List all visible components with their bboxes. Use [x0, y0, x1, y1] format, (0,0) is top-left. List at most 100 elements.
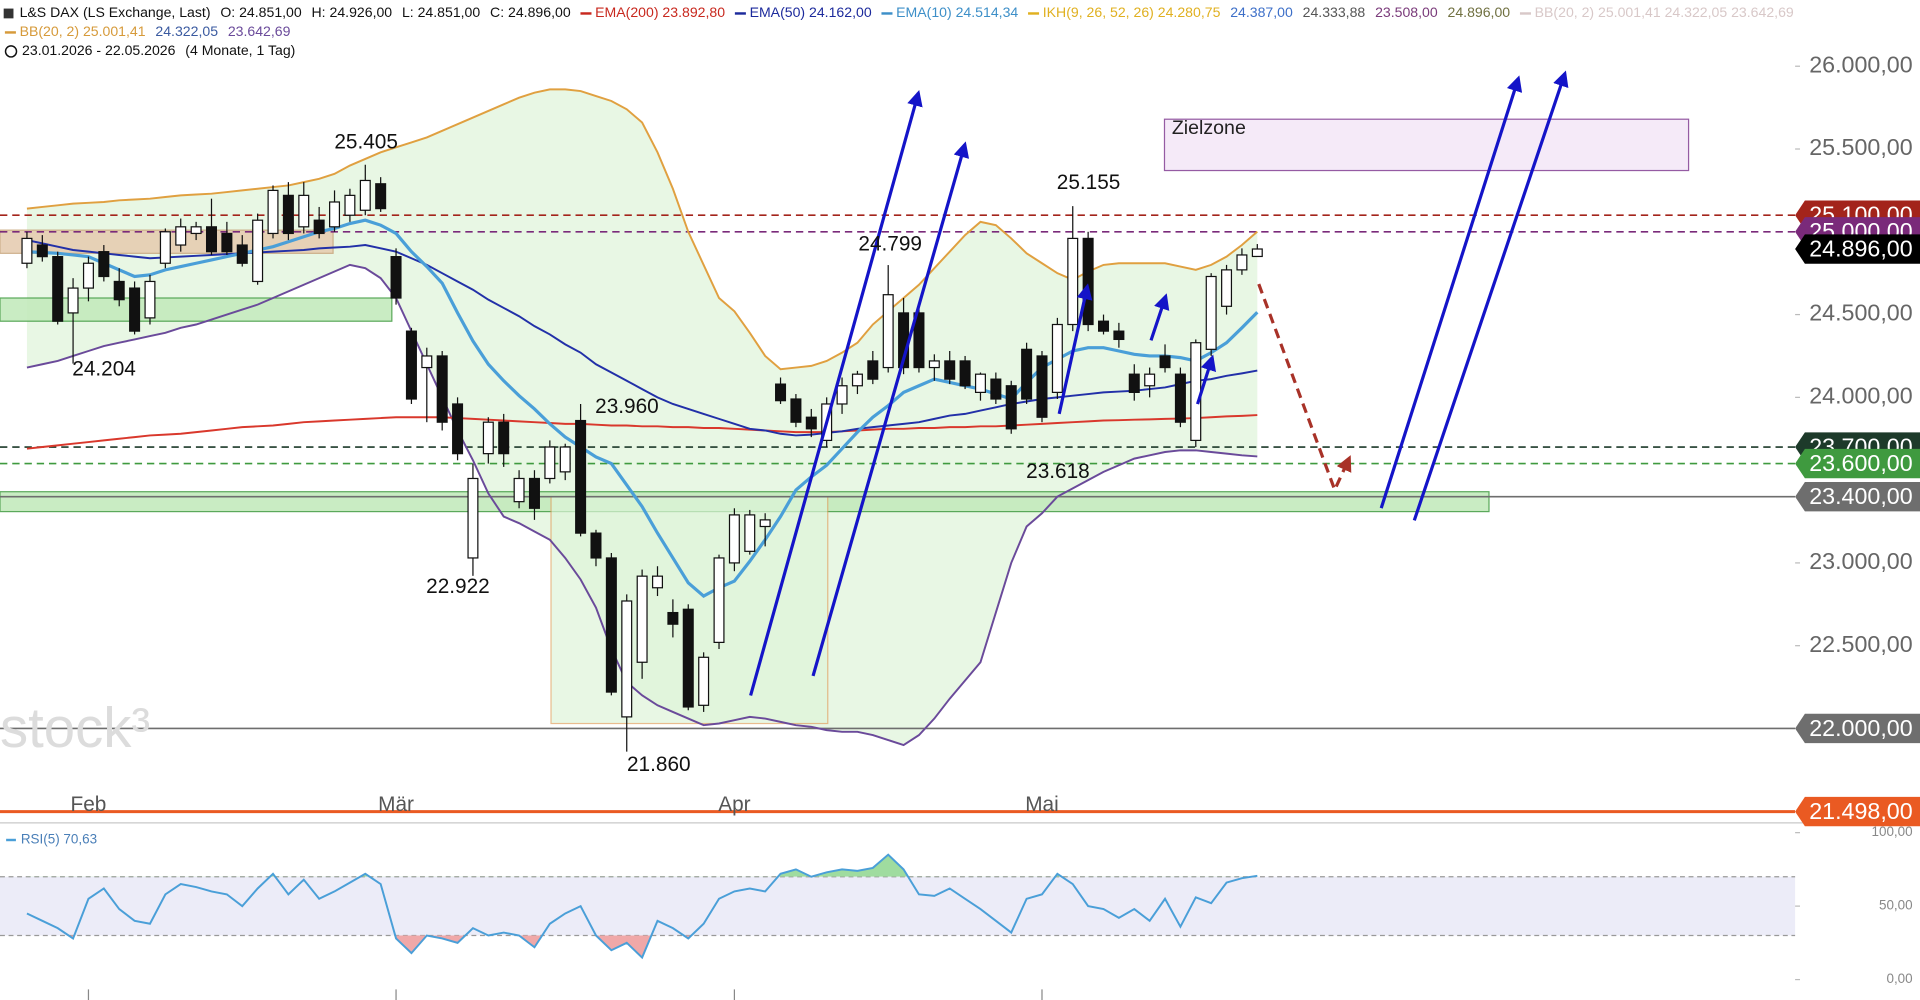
candle-body: [1005, 385, 1017, 430]
header-text: H: 24.926,00: [312, 4, 393, 20]
candle-body: [959, 360, 971, 387]
candle-body: [667, 611, 679, 625]
candle-body: [36, 244, 48, 258]
candle-body: [944, 360, 956, 380]
zone: [1163, 118, 1690, 172]
arrow: [1196, 354, 1216, 405]
y-tick-label: 26.000,00: [1809, 51, 1913, 77]
candle-body: [390, 256, 402, 299]
watermark: stock³: [0, 696, 150, 759]
y-tick-label: 22.500,00: [1809, 631, 1913, 657]
arrow: [811, 141, 970, 677]
level-tag-label: 23.400,00: [1809, 483, 1913, 509]
level-tag-label: 21.498,00: [1809, 798, 1913, 824]
candle-body: [990, 378, 1002, 400]
candle-body: [790, 398, 802, 423]
candle-body: [636, 575, 648, 663]
header-text: 24.387,00: [1230, 4, 1293, 20]
price-annotation: 25.155: [1057, 171, 1121, 194]
candle-body: [221, 232, 233, 253]
candle-body: [144, 280, 156, 319]
plot: [21, 88, 1263, 752]
candle-body: [590, 532, 602, 559]
candle-body: [1205, 275, 1217, 350]
header-text: EMA(10) 24.514,34: [896, 4, 1018, 20]
candle-body: [52, 256, 64, 322]
candle-body: [559, 446, 571, 473]
candle-body: [544, 446, 556, 480]
arrow: [1412, 70, 1569, 521]
candle-body: [621, 600, 633, 718]
candle-body: [1221, 269, 1233, 307]
candle-body: [159, 231, 171, 264]
candle-body: [805, 416, 817, 430]
candle-body: [467, 477, 479, 559]
candle-body: [267, 189, 279, 235]
symbol-icon: [3, 8, 14, 19]
candle-body: [282, 194, 294, 235]
candle-body: [1067, 237, 1079, 326]
candle-body: [775, 383, 787, 402]
header-text: EMA(200) 23.892,80: [595, 4, 725, 20]
header-text: 23.508,00: [1375, 4, 1438, 20]
candle-body: [329, 201, 341, 228]
candle-body: [1128, 373, 1140, 393]
candle-body: [928, 360, 940, 369]
level-tag-label: 24.896,00: [1809, 235, 1913, 261]
rsi-band: [0, 876, 1796, 936]
candle-body: [867, 360, 879, 380]
arrow: [1057, 283, 1093, 415]
candle-body: [698, 656, 710, 706]
candle-body: [974, 373, 986, 393]
y-tick-label: 24.000,00: [1809, 382, 1913, 408]
candle-body: [1190, 342, 1202, 442]
band-fill: [26, 89, 1258, 746]
header-text: EMA(50) 24.162,00: [750, 4, 872, 20]
price-annotation: 23.618: [1026, 460, 1090, 483]
price-annotation: 22.922: [426, 575, 490, 598]
arrow-dashed: [1257, 283, 1352, 494]
header-text: O: 24.851,00: [220, 4, 302, 20]
zone: [0, 297, 393, 322]
y-tick-label: 24.500,00: [1809, 300, 1913, 326]
candle-body: [113, 280, 125, 301]
candle-body: [882, 294, 894, 369]
price-annotation: 21.860: [627, 753, 691, 776]
candle-body: [98, 251, 110, 278]
candle-body: [1159, 355, 1171, 369]
indicator-line: [26, 239, 1258, 437]
header-text: (4 Monate, 1 Tag): [185, 42, 295, 58]
level-tag: [1795, 713, 1920, 744]
candle-body: [498, 421, 510, 455]
header-text: 23.642,69: [228, 23, 291, 39]
candle-body: [744, 514, 756, 552]
rsi-line: [26, 853, 1258, 960]
header-text: 23.01.2026 - 22.05.2026: [22, 42, 176, 58]
rsi-fill-below: [26, 935, 1258, 958]
level-tag: [1795, 448, 1920, 479]
header-text: 24.322,05: [155, 23, 218, 39]
header-text: L&S DAX (LS Exchange, Last): [20, 4, 211, 20]
candle-body: [375, 183, 387, 210]
candle-body: [298, 194, 310, 228]
x-tick-label: Apr: [718, 793, 750, 816]
candle-body: [82, 262, 94, 289]
y-tick-label: 0,00: [1886, 971, 1912, 986]
candle-body: [605, 557, 617, 693]
indicator-line: [26, 88, 1258, 371]
candle-body: [836, 385, 848, 405]
price-annotation: 24.204: [72, 357, 136, 380]
candle-body: [405, 330, 417, 400]
candle-body: [1144, 373, 1156, 387]
header-text: 24.333,88: [1303, 4, 1366, 20]
header-text: IKH(9, 26, 52, 26) 24.280,75: [1043, 4, 1221, 20]
candle-body: [851, 373, 863, 387]
candle-body: [1051, 323, 1063, 393]
candle-body: [359, 179, 371, 211]
price-annotation: 25.405: [334, 131, 398, 154]
zone-label: Zielzone: [1172, 117, 1246, 139]
level-tag-label: 23.600,00: [1809, 450, 1913, 476]
candle-body: [759, 519, 771, 528]
